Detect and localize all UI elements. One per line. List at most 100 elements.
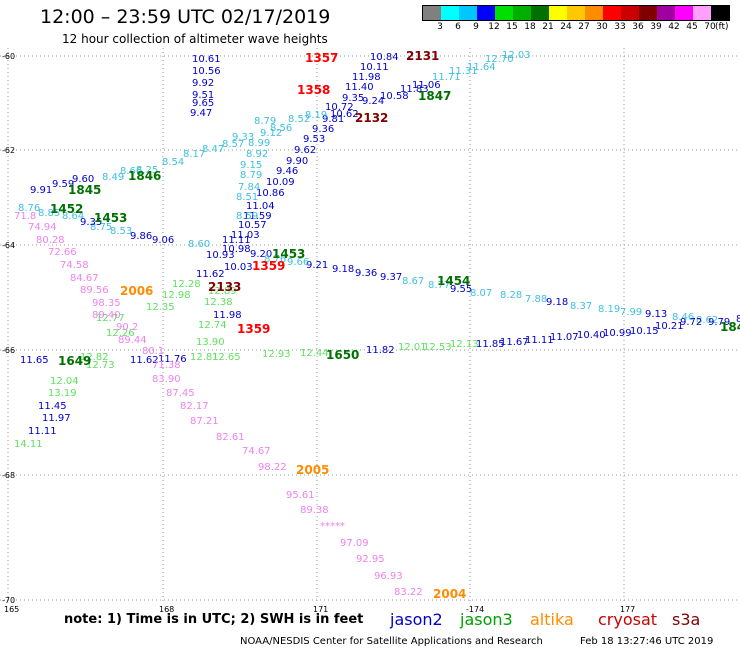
wave-height-label: 12.38 <box>204 297 233 308</box>
wave-height-label: 8.92 <box>246 149 268 160</box>
wave-height-label: 84.67 <box>70 273 99 284</box>
wave-height-label: 11.83 <box>400 84 429 95</box>
wave-height-label: 8.49 <box>102 172 124 183</box>
wave-height-label: 71.8 <box>14 211 36 222</box>
lat-label: -68 <box>2 471 15 480</box>
wave-height-label: 8.79 <box>240 170 262 181</box>
wave-height-label: 10.11 <box>360 62 389 73</box>
wave-height-label: 11.11 <box>525 335 554 346</box>
wave-height-label: 74.67 <box>242 446 271 457</box>
wave-height-label: 95.61 <box>286 490 315 501</box>
wave-height-label: 11.59 <box>243 211 272 222</box>
wave-height-label: 12.44 <box>300 348 329 359</box>
legend-swatch <box>495 6 513 20</box>
wave-height-label: 11.64 <box>467 62 496 73</box>
wave-height-label: 11.62 <box>130 355 159 366</box>
wave-height-label: 12.35 <box>146 302 175 313</box>
wave-height-label: 12.70 <box>485 54 514 65</box>
note-text: note: 1) Time is in UTC; 2) SWH is in fe… <box>64 612 364 627</box>
wave-height-label: 80.1 <box>142 346 164 357</box>
pass-time-label: 1359 <box>237 322 270 336</box>
wave-height-label: 12.93 <box>262 349 291 360</box>
mission-s3a: s3a <box>672 610 701 629</box>
wave-height-label: 9.12 <box>260 128 282 139</box>
wave-height-label: 8.56 <box>270 123 292 134</box>
wave-height-label: 8.07 <box>470 288 492 299</box>
wave-height-label: 8.19 <box>305 110 327 121</box>
wave-height-label: 8.67 <box>402 276 424 287</box>
wave-height-label: 12.98 <box>162 290 191 301</box>
wave-height-label: 11.82 <box>366 345 395 356</box>
wave-height-label: 11.97 <box>42 413 71 424</box>
wave-height-label: 8.47 <box>202 144 224 155</box>
wave-height-label: 9.13 <box>645 309 667 320</box>
wave-height-label: 9.33 <box>232 132 254 143</box>
wave-height-label: 9.92 <box>192 78 214 89</box>
wave-height-label: 74.94 <box>28 222 57 233</box>
wave-height-label: 12.28 <box>172 279 201 290</box>
wave-height-label: 10.61 <box>192 54 221 65</box>
wave-height-label: 11.98 <box>213 310 242 321</box>
wave-height-label: 10.56 <box>192 66 221 77</box>
legend-swatch <box>585 6 603 20</box>
wave-height-label: 12.77 <box>96 313 125 324</box>
wave-height-label: 12.26 <box>106 328 135 339</box>
legend-label: 6 <box>455 22 461 32</box>
legend-swatch <box>639 6 657 20</box>
pass-time-label: 2132 <box>355 111 388 125</box>
wave-height-label: 8.37 <box>570 301 592 312</box>
wave-height-label: 12.81 <box>190 352 219 363</box>
wave-height-label: 9.46 <box>276 166 298 177</box>
legend-label: 3 <box>437 22 443 32</box>
wave-height-label: 13.90 <box>196 337 225 348</box>
wave-height-label: 10.03 <box>224 262 253 273</box>
wave-height-label: 11.85 <box>476 339 505 350</box>
wave-height-label: 9.24 <box>362 96 384 107</box>
wave-height-label: 12.53 <box>423 342 452 353</box>
wave-height-label: 10.84 <box>370 52 399 63</box>
legend-swatch <box>459 6 477 20</box>
wave-height-label: 9.35 <box>80 217 102 228</box>
wave-height-label: 9.06 <box>152 235 174 246</box>
wave-height-label: 12.89 <box>208 286 237 297</box>
pass-time-label: 1453 <box>272 247 305 261</box>
pass-time-label: 1359 <box>252 259 285 273</box>
wave-height-label: 11.03 <box>231 230 260 241</box>
legend-label: 45 <box>686 22 698 32</box>
wave-height-label: 8.52 <box>288 114 310 125</box>
wave-height-label: 8.76 <box>264 254 286 265</box>
lat-label: -66 <box>2 346 15 355</box>
wave-height-label: 10.86 <box>256 188 285 199</box>
wave-height-label: 9.59 <box>52 179 74 190</box>
wave-height-label: 71.38 <box>152 360 181 371</box>
wave-height-label: 9.53 <box>303 134 325 145</box>
legend-label: 39 <box>650 22 662 32</box>
pass-time-label: 1845 <box>68 183 101 197</box>
wave-height-label: 7.88 <box>525 294 547 305</box>
legend-swatch <box>549 6 567 20</box>
mission-jason3: jason3 <box>460 610 513 629</box>
wave-height-label: 9.47 <box>190 108 212 119</box>
wave-height-label: 11.45 <box>38 401 67 412</box>
wave-height-label: 9.66 <box>287 257 309 268</box>
wave-height-label: 9.37 <box>380 272 402 283</box>
pass-time-label: 1454 <box>437 274 470 288</box>
wave-height-label: 12.01 <box>398 342 427 353</box>
wave-height-label: 11.98 <box>352 72 381 83</box>
wave-height-label: 12.13 <box>450 339 479 350</box>
legend-label: 33 <box>614 22 626 32</box>
legend-unit: (ft) <box>715 22 729 32</box>
wave-height-label: 98.35 <box>92 298 121 309</box>
wave-height-label: 13.19 <box>48 388 77 399</box>
wave-height-label: 11.07 <box>550 332 579 343</box>
page-title: 12:00 – 23:59 UTC 02/17/2019 <box>40 6 331 28</box>
color-legend-bar <box>422 5 730 21</box>
wave-height-label: 12.04 <box>50 376 79 387</box>
wave-height-label: 9.72 <box>680 317 702 328</box>
wave-height-label: 14.11 <box>14 439 43 450</box>
pass-time-label: 1453 <box>94 211 127 225</box>
legend-label: 18 <box>524 22 536 32</box>
lon-label: 171 <box>313 605 328 614</box>
wave-height-label: 7.99 <box>620 307 642 318</box>
legend-label: 27 <box>578 22 590 32</box>
